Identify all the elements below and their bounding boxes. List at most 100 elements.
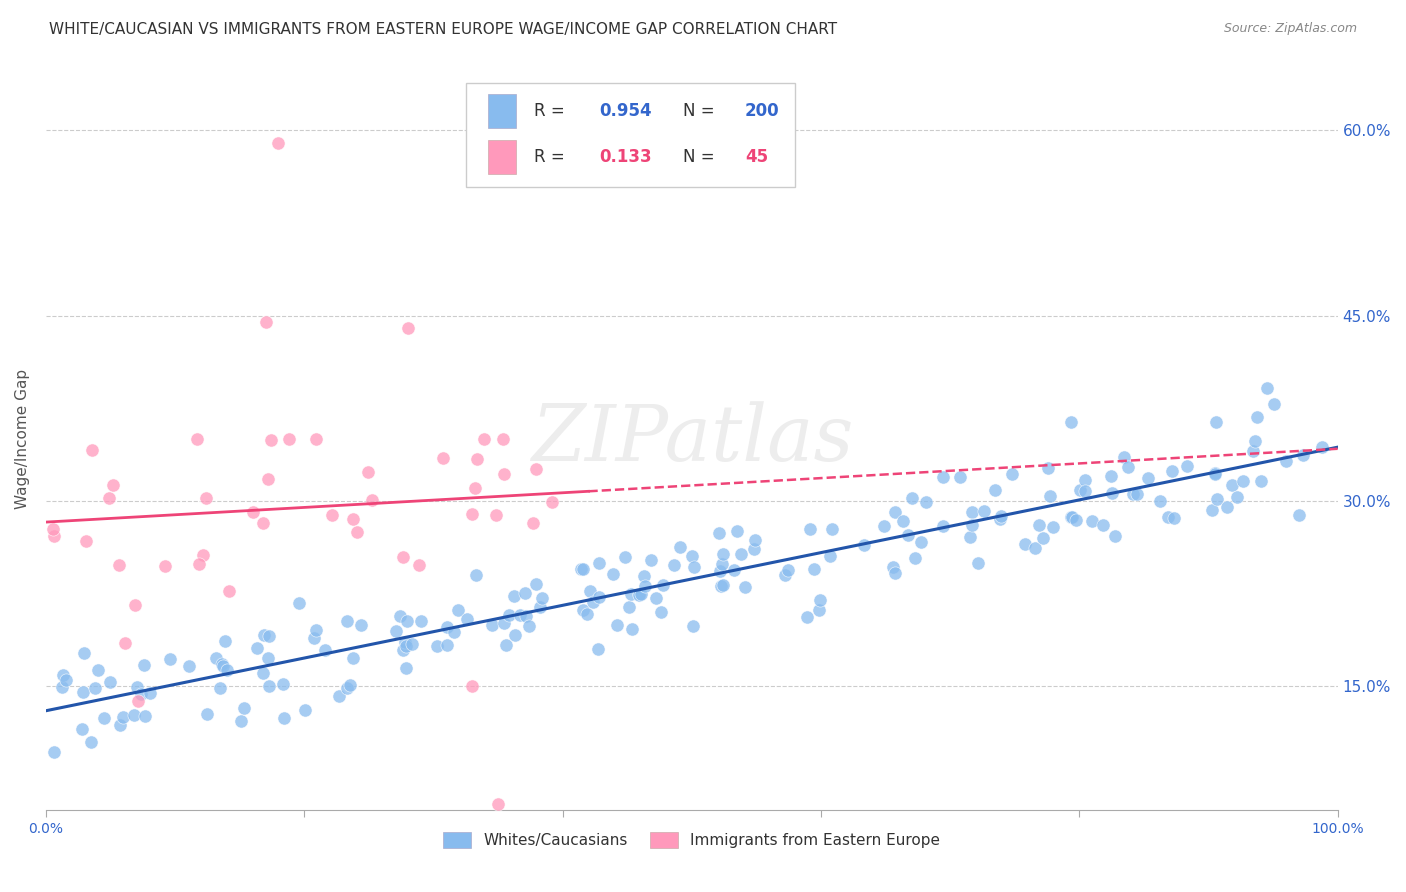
Point [217,664,239,678]
Point [606,618,628,632]
Point [328,690,350,704]
Point [256,472,278,486]
Point [1205,415,1227,429]
Text: N =: N = [683,102,714,120]
Point [103,478,125,492]
Point [1064,513,1087,527]
Point [776,563,799,577]
Point [1014,536,1036,550]
Point [1118,460,1140,475]
Point [572,603,595,617]
Point [72,685,94,699]
Point [392,642,415,657]
Point [314,642,336,657]
Point [98,675,121,690]
Point [614,549,637,564]
Point [1288,508,1310,523]
Point [112,710,135,724]
Point [260,433,283,447]
Point [432,451,454,466]
Point [336,615,359,629]
Point [1263,397,1285,411]
Point [873,519,896,533]
Point [602,567,624,582]
Point [188,557,211,571]
Point [619,599,641,614]
Text: ZIPatlas: ZIPatlas [530,401,853,477]
Point [524,462,547,476]
FancyBboxPatch shape [488,95,516,128]
Y-axis label: Wage/Income Gap: Wage/Income Gap [15,369,30,509]
Point [464,481,486,495]
Point [1256,381,1278,395]
Point [436,620,458,634]
Point [1126,486,1149,500]
Point [744,533,766,547]
Point [155,559,177,574]
Point [87,663,110,677]
Point [1099,468,1122,483]
Point [122,708,145,723]
Point [707,525,730,540]
Point [232,700,254,714]
Point [1149,493,1171,508]
Point [1112,450,1135,465]
Point [709,564,731,578]
Point [114,636,136,650]
Point [195,706,218,721]
Point [988,512,1011,526]
Point [408,558,430,572]
Point [110,718,132,732]
Point [256,651,278,665]
Point [396,321,419,335]
Point [1074,484,1097,499]
Point [342,650,364,665]
Point [125,680,148,694]
Point [576,607,599,621]
Point [588,556,610,570]
Point [984,483,1007,498]
Point [1244,434,1267,449]
Point [456,612,478,626]
Point [80,442,103,457]
Point [252,666,274,681]
Point [818,549,841,563]
Point [619,587,641,601]
Point [502,589,524,603]
Point [395,614,418,628]
Point [481,618,503,632]
Point [633,569,655,583]
Point [1028,517,1050,532]
Point [426,639,449,653]
Point [1122,487,1144,501]
Point [1039,489,1062,503]
Point [1024,541,1046,556]
Point [522,516,544,531]
FancyBboxPatch shape [488,140,516,174]
Point [305,432,328,446]
Point [540,495,562,509]
Point [134,709,156,723]
Point [640,553,662,567]
Point [669,540,692,554]
Point [960,504,983,518]
Point [1163,511,1185,525]
Point [904,551,927,566]
Point [530,591,553,606]
Point [742,541,765,556]
Point [485,508,508,522]
Point [630,586,652,600]
Point [357,465,380,479]
Point [1060,509,1083,524]
Point [529,599,551,614]
Point [339,678,361,692]
Point [350,617,373,632]
Point [107,558,129,573]
Point [852,538,875,552]
Point [803,562,825,576]
Point [713,547,735,561]
Point [492,433,515,447]
Point [304,632,326,646]
Point [503,628,526,642]
Point [44,745,66,759]
